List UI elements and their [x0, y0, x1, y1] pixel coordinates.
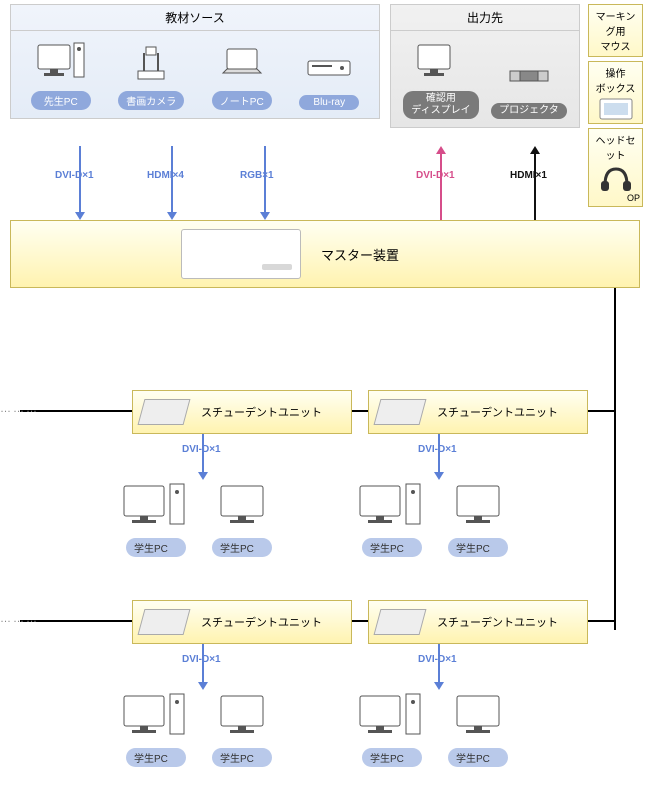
signal-line: [79, 146, 81, 214]
arrow-down-icon: [198, 682, 208, 690]
output-item-0: 確認用ディスプレイ: [403, 41, 478, 119]
arrow-down-icon: [167, 212, 177, 220]
backbone-vline: [614, 288, 616, 630]
su-signal-line: [438, 434, 440, 474]
student-pc-label: 学生PC: [212, 748, 272, 767]
arrow-down-icon: [198, 472, 208, 480]
signal-line: [264, 146, 266, 214]
output-panel: 出力先 確認用ディスプレイプロジェクタ: [390, 4, 580, 128]
source-item-0: 先生PC: [31, 41, 91, 110]
student-unit-label: スチューデントユニット: [201, 404, 322, 420]
student-pc-label: 学生PC: [212, 538, 272, 557]
student-pc: 学生PC: [448, 482, 508, 557]
pc-pair: 学生PC 学生PC: [122, 482, 272, 557]
side-item-2: ヘッドセットOP: [588, 128, 643, 207]
side-item-1: 操作ボックス: [588, 61, 643, 124]
master-unit: マスター装置: [10, 220, 640, 288]
dots: ………: [0, 613, 39, 625]
arrow-down-icon: [434, 472, 444, 480]
student-pc-label: 学生PC: [126, 748, 186, 767]
su-signal-line: [202, 644, 204, 684]
student-pc: 学生PC: [448, 692, 508, 767]
student-unit-icon: [138, 399, 191, 425]
signal-line: [534, 154, 536, 220]
pc-pair: 学生PC 学生PC: [122, 692, 272, 767]
side-column: マーキング用マウス操作ボックスヘッドセットOP: [588, 4, 643, 211]
student-pc: 学生PC: [358, 482, 426, 557]
student-pc: 学生PC: [122, 692, 190, 767]
student-pc-label: 学生PC: [448, 748, 508, 767]
student-unit-label: スチューデントユニット: [201, 614, 322, 630]
output-title: 出力先: [391, 5, 579, 31]
su-signal-line: [202, 434, 204, 474]
student-pc-label: 学生PC: [362, 748, 422, 767]
signal-line: [171, 146, 173, 214]
signal-label: RGB×1: [240, 170, 274, 181]
arrow-down-icon: [75, 212, 85, 220]
output-label: プロジェクタ: [491, 103, 567, 119]
student-unit-label: スチューデントユニット: [437, 614, 558, 630]
arrow-down-icon: [434, 682, 444, 690]
source-label: 書画カメラ: [118, 91, 184, 110]
dots: ………: [0, 403, 39, 415]
arrow-down-icon: [260, 212, 270, 220]
master-label: マスター装置: [321, 245, 399, 264]
output-item-1: プロジェクタ: [491, 53, 567, 119]
side-item-0: マーキング用マウス: [588, 4, 643, 57]
source-item-3: Blu-ray: [299, 45, 359, 110]
student-pc: 学生PC: [212, 482, 272, 557]
source-label: ノートPC: [212, 91, 272, 110]
signal-line: [440, 154, 442, 220]
su-signal-line: [438, 644, 440, 684]
arrow-up-icon: [530, 146, 540, 154]
student-pc: 学生PC: [122, 482, 190, 557]
source-title: 教材ソース: [11, 5, 379, 31]
student-unit-icon: [374, 609, 427, 635]
student-unit: スチューデントユニット: [368, 600, 588, 644]
arrow-up-icon: [436, 146, 446, 154]
source-label: 先生PC: [31, 91, 91, 110]
student-unit: スチューデントユニット: [132, 390, 352, 434]
student-unit: スチューデントユニット: [368, 390, 588, 434]
signal-label: DVI-D×1: [55, 170, 94, 181]
pc-pair: 学生PC 学生PC: [358, 482, 508, 557]
source-item-2: ノートPC: [212, 41, 272, 110]
signal-label: HDMI×1: [510, 170, 547, 181]
student-unit: スチューデントユニット: [132, 600, 352, 644]
source-label: Blu-ray: [299, 95, 359, 110]
student-unit-label: スチューデントユニット: [437, 404, 558, 420]
signal-label: HDMI×4: [147, 170, 184, 181]
student-unit-icon: [374, 399, 427, 425]
student-pc: 学生PC: [212, 692, 272, 767]
master-device-icon: [181, 229, 301, 279]
student-pc: 学生PC: [358, 692, 426, 767]
source-panel: 教材ソース 先生PC 書画カメラ ノートPC Blu-ray: [10, 4, 380, 119]
source-item-1: 書画カメラ: [118, 41, 184, 110]
student-unit-icon: [138, 609, 191, 635]
pc-pair: 学生PC 学生PC: [358, 692, 508, 767]
output-label: 確認用ディスプレイ: [403, 91, 478, 119]
student-pc-label: 学生PC: [448, 538, 508, 557]
student-pc-label: 学生PC: [362, 538, 422, 557]
signal-label: DVI-D×1: [416, 170, 455, 181]
student-pc-label: 学生PC: [126, 538, 186, 557]
